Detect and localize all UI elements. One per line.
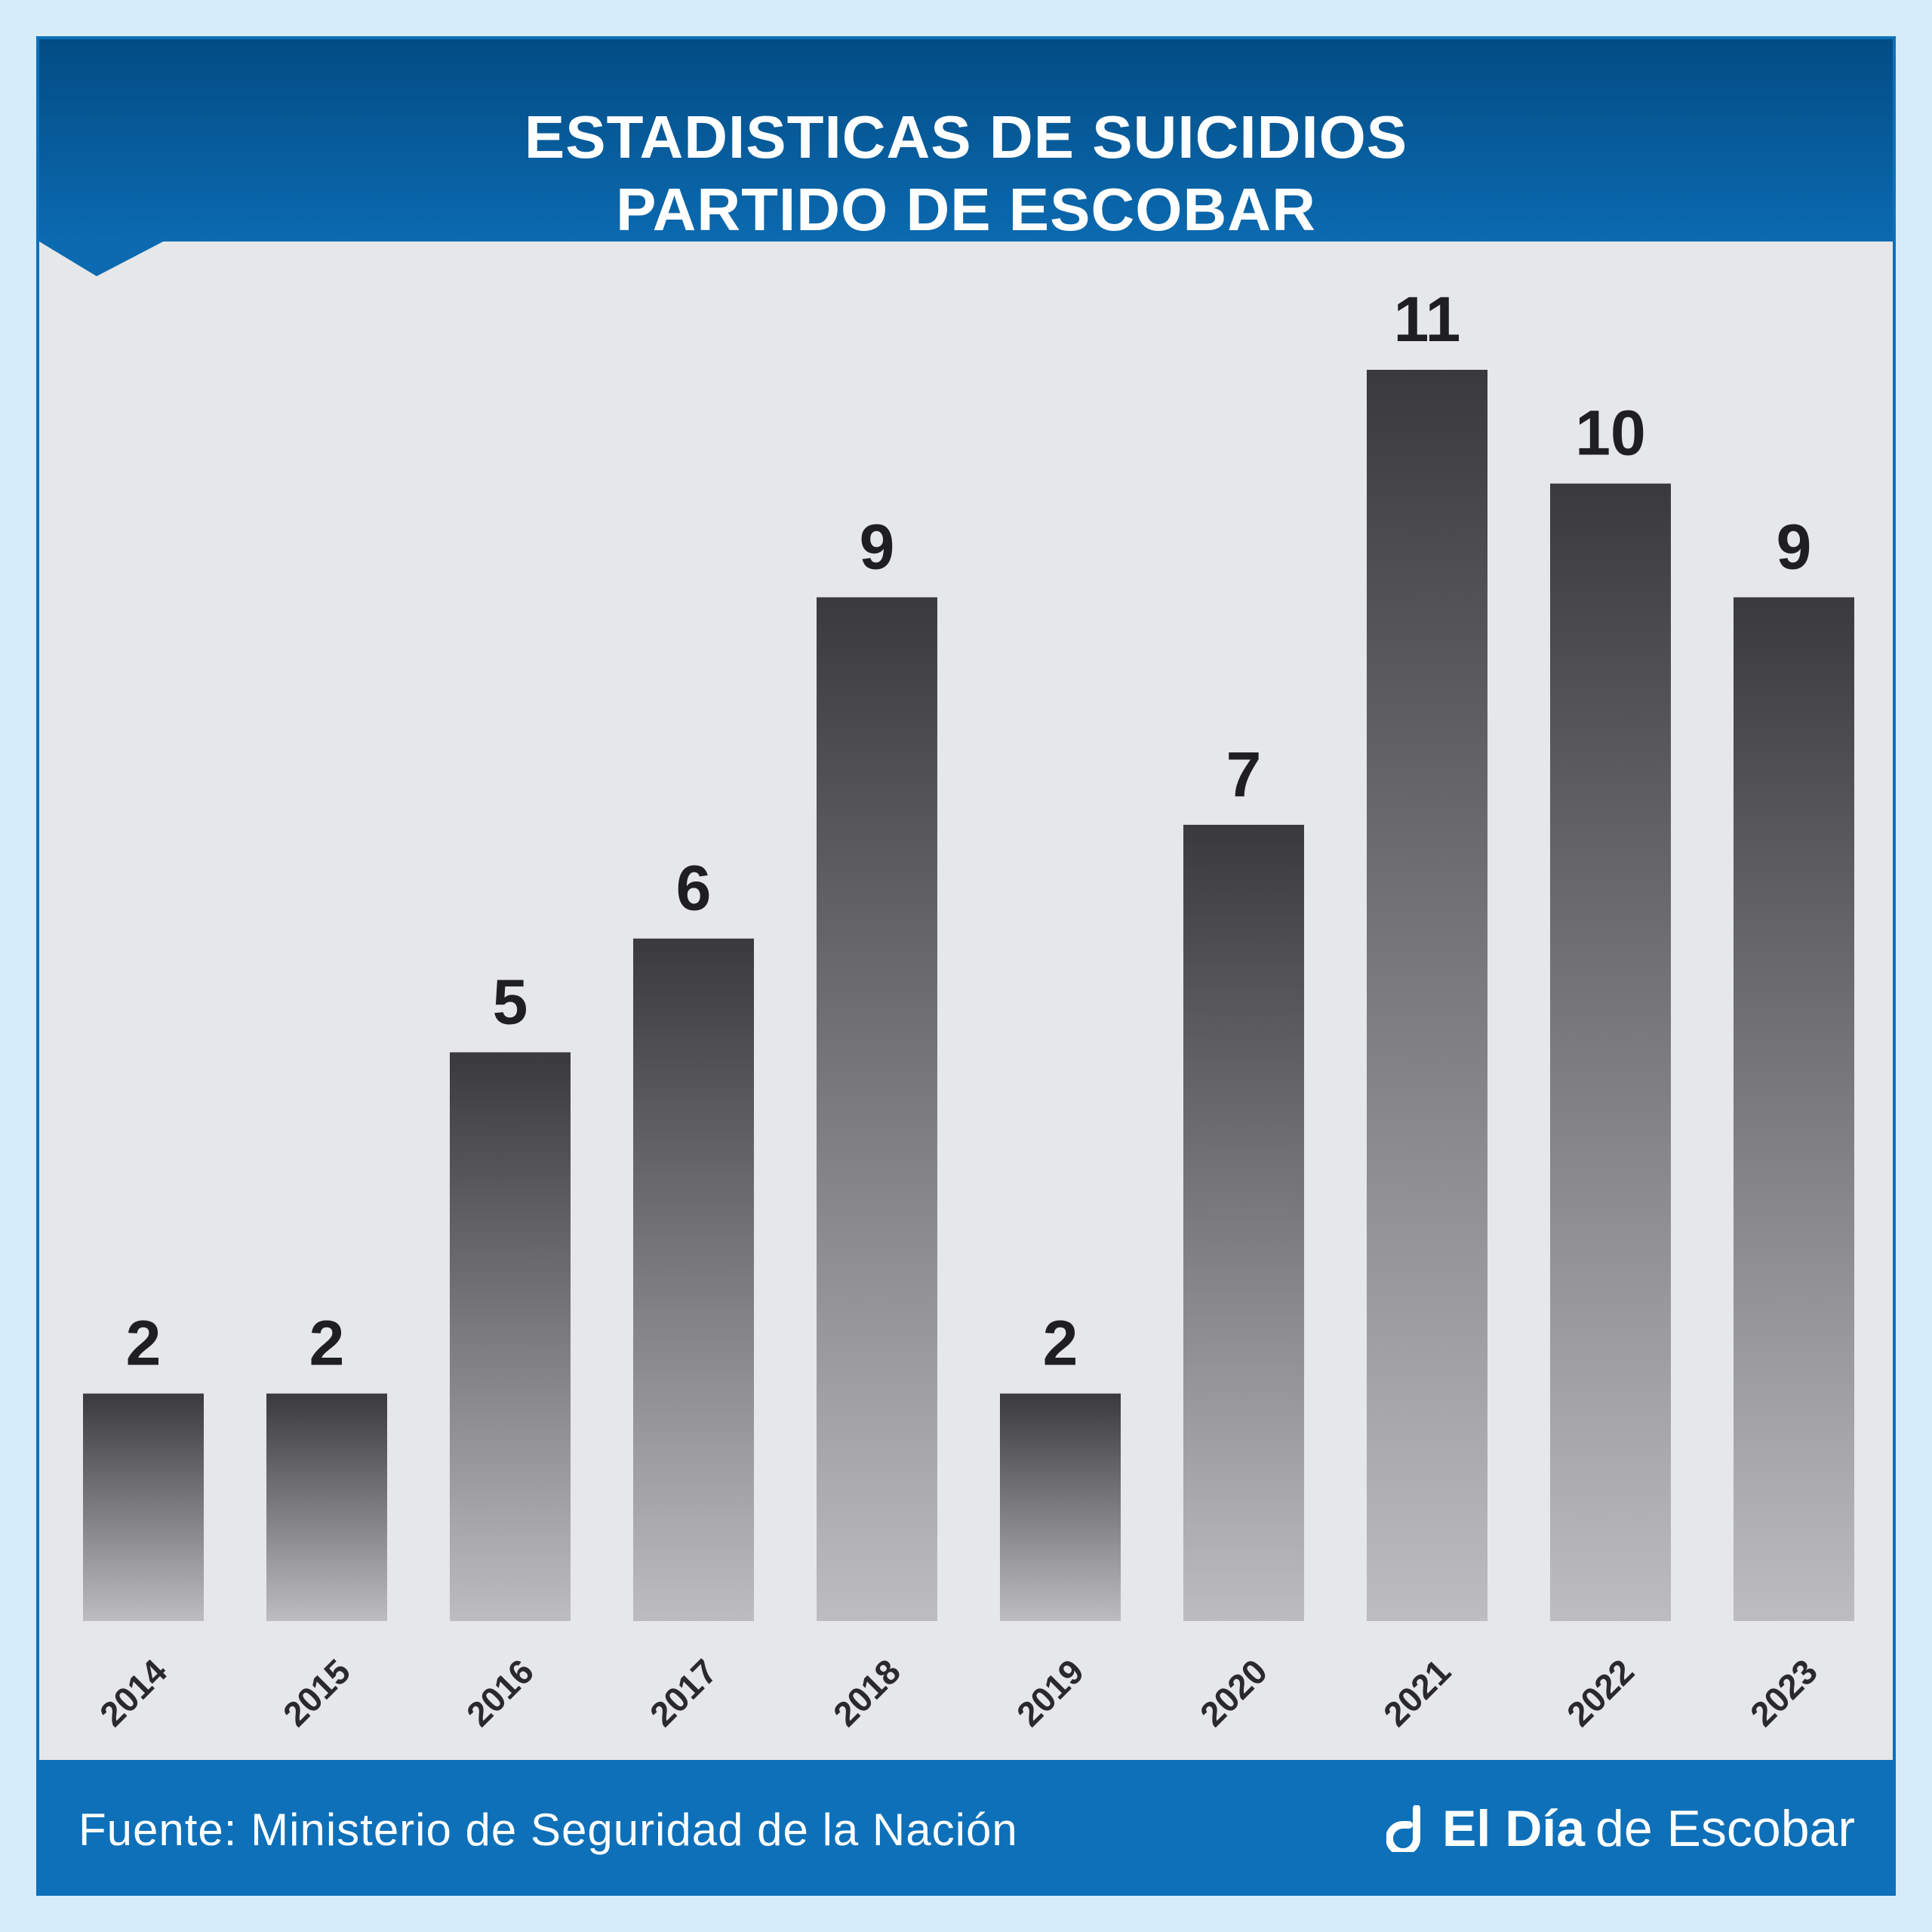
bar-2015 [266,1393,387,1621]
footer-bar: Fuente: Ministerio de Seguridad de la Na… [39,1760,1893,1893]
bar-2017 [633,938,754,1621]
bar-2018 [817,597,937,1621]
brand-logo: El Día de Escobar [1386,1799,1855,1858]
x-tick-label-2020: 2020 [1192,1651,1275,1734]
brand-name-regular: de Escobar [1595,1800,1855,1857]
data-label-2022: 10 [1575,398,1645,469]
bar-chart: 2 2014 2 2015 5 2016 6 2017 9 2018 2 2019 7 2020 11 202… [83,284,1854,1734]
bar-2022 [1550,483,1671,1621]
data-label-2017: 6 [676,853,712,924]
data-label-2018: 9 [860,511,895,582]
brand-name-bold: El Día [1442,1800,1586,1857]
bar-2016 [450,1052,571,1621]
data-label-2015: 2 [309,1308,345,1379]
bar-2023 [1734,597,1854,1621]
data-label-2021: 11 [1394,284,1461,355]
bar-2021 [1367,370,1487,1621]
source-text: Fuente: Ministerio de Seguridad de la Na… [78,1804,1018,1855]
bar-2020 [1183,824,1304,1621]
x-tick-label-2021: 2021 [1376,1651,1458,1734]
x-tick-label-2018: 2018 [826,1651,908,1734]
x-tick-label-2022: 2022 [1559,1651,1641,1734]
chart-title-line-1: ESTADISTICAS DE SUICIDIOS [524,103,1408,171]
data-label-2014: 2 [126,1308,162,1379]
x-tick-label-2014: 2014 [92,1651,174,1734]
infographic-card: ESTADISTICAS DE SUICIDIOS PARTIDO DE ESC… [36,36,1896,1896]
data-label-2019: 2 [1043,1308,1078,1379]
bar-2014 [83,1393,204,1621]
data-label-2023: 9 [1777,511,1812,582]
x-tick-label-2015: 2015 [275,1651,358,1734]
chart-title-line-2: PARTIDO DE ESCOBAR [616,176,1316,243]
data-label-2016: 5 [493,966,528,1037]
data-label-2020: 7 [1226,739,1262,810]
eldia-logo-icon [1386,1805,1421,1852]
x-tick-label-2023: 2023 [1743,1651,1825,1734]
header-banner: ESTADISTICAS DE SUICIDIOS PARTIDO DE ESC… [39,39,1893,243]
header-pointer-notch [39,238,169,276]
bar-2019 [1000,1393,1121,1621]
x-tick-label-2016: 2016 [459,1651,541,1734]
x-tick-label-2017: 2017 [642,1651,724,1734]
x-tick-label-2019: 2019 [1009,1651,1091,1734]
